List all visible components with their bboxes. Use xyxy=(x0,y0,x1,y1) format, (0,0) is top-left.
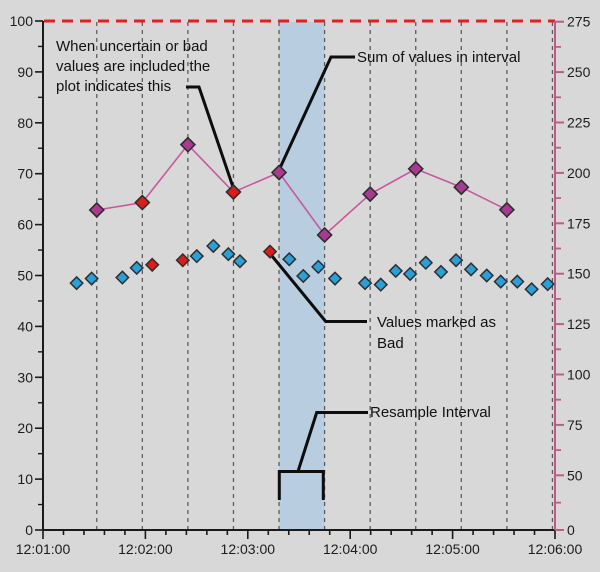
annotation-values-marked-bad: Values marked as Bad xyxy=(377,312,496,354)
raw-point xyxy=(206,238,221,254)
annotation-resample-interval: Resample Interval xyxy=(370,403,491,423)
sum-point xyxy=(362,185,379,203)
left-axis-label: 60 xyxy=(17,217,33,233)
right-axis-label: 225 xyxy=(567,115,591,131)
raw-point xyxy=(540,276,555,292)
raw-point-bad xyxy=(262,244,278,259)
right-axis-label: 50 xyxy=(567,467,583,483)
raw-point xyxy=(433,264,449,280)
sum-point-bad xyxy=(225,183,242,201)
raw-point-bad xyxy=(175,252,191,268)
annotation-line: When uncertain or bad xyxy=(56,38,208,55)
raw-point xyxy=(327,271,343,286)
right-axis-label: 0 xyxy=(567,522,575,538)
right-axis-label: 125 xyxy=(567,316,591,332)
raw-point xyxy=(282,251,297,267)
raw-point xyxy=(129,260,144,276)
raw-point xyxy=(115,270,130,285)
raw-point-bad xyxy=(144,257,160,273)
right-axis-label: 175 xyxy=(567,215,591,231)
sum-point-bad xyxy=(134,194,151,211)
sum-point xyxy=(270,164,288,181)
x-axis-label: 12:02:00 xyxy=(118,541,173,557)
raw-point xyxy=(311,259,326,275)
sum-series-line xyxy=(96,143,508,237)
raw-point xyxy=(84,271,99,286)
raw-point xyxy=(524,281,539,297)
raw-point xyxy=(69,275,84,291)
raw-point xyxy=(221,246,236,262)
x-axis-label: 12:05:00 xyxy=(425,541,480,557)
resample-bracket xyxy=(277,470,325,500)
left-axis-label: 80 xyxy=(17,115,33,131)
right-axis-label: 75 xyxy=(567,417,583,433)
x-axis-label: 12:06:00 xyxy=(528,541,583,557)
raw-point xyxy=(189,248,205,264)
annotation-sum-of-values: Sum of values in interval xyxy=(357,48,520,68)
raw-point xyxy=(463,262,479,277)
sum-point xyxy=(407,160,424,177)
pointer-uncertain xyxy=(186,85,235,188)
sum-point xyxy=(316,226,333,244)
sum-point xyxy=(453,179,470,196)
annotation-line: Resample Interval xyxy=(370,404,491,421)
right-axis-label: 250 xyxy=(567,64,591,80)
annotation-line: values are included the xyxy=(56,58,211,75)
annotation-line: Bad xyxy=(377,335,404,352)
pointer-bad xyxy=(270,255,367,323)
sum-point xyxy=(88,201,105,219)
x-axis-label: 12:04:00 xyxy=(323,541,378,557)
pointer-resample xyxy=(296,411,368,471)
left-axis-label: 20 xyxy=(17,420,33,436)
raw-point xyxy=(296,268,311,284)
annotation-line: Values marked as xyxy=(377,314,496,331)
right-axis-label: 200 xyxy=(567,165,591,181)
left-axis-label: 50 xyxy=(17,268,33,284)
raw-point xyxy=(388,263,404,279)
raw-point xyxy=(357,275,373,291)
right-axis-label: 150 xyxy=(567,266,591,282)
raw-point xyxy=(402,266,418,282)
left-axis-label: 70 xyxy=(17,166,33,182)
left-axis-label: 100 xyxy=(10,13,34,29)
pointer-sum xyxy=(278,55,355,169)
sum-point xyxy=(179,136,197,153)
raw-point xyxy=(373,277,389,292)
left-axis-label: 40 xyxy=(17,318,33,334)
annotation-uncertain-bad: When uncertain or bad values are include… xyxy=(56,37,210,97)
left-axis-label: 30 xyxy=(17,369,33,385)
raw-point xyxy=(232,253,248,269)
left-axis-label: 10 xyxy=(17,471,33,487)
raw-point xyxy=(493,274,508,289)
left-axis-label: 0 xyxy=(25,522,33,538)
raw-point xyxy=(418,255,434,271)
left-axis-label: 90 xyxy=(17,64,33,80)
x-axis-label: 12:01:00 xyxy=(16,541,71,557)
right-axis-label: 275 xyxy=(567,14,591,30)
raw-point xyxy=(448,252,464,268)
raw-point xyxy=(510,274,525,289)
x-axis-label: 12:03:00 xyxy=(221,541,276,557)
annotation-line: plot indicates this xyxy=(56,78,172,95)
right-axis-label: 100 xyxy=(567,367,591,383)
raw-point xyxy=(479,268,494,283)
annotation-line: Sum of values in interval xyxy=(357,49,521,66)
sum-point xyxy=(498,201,516,218)
